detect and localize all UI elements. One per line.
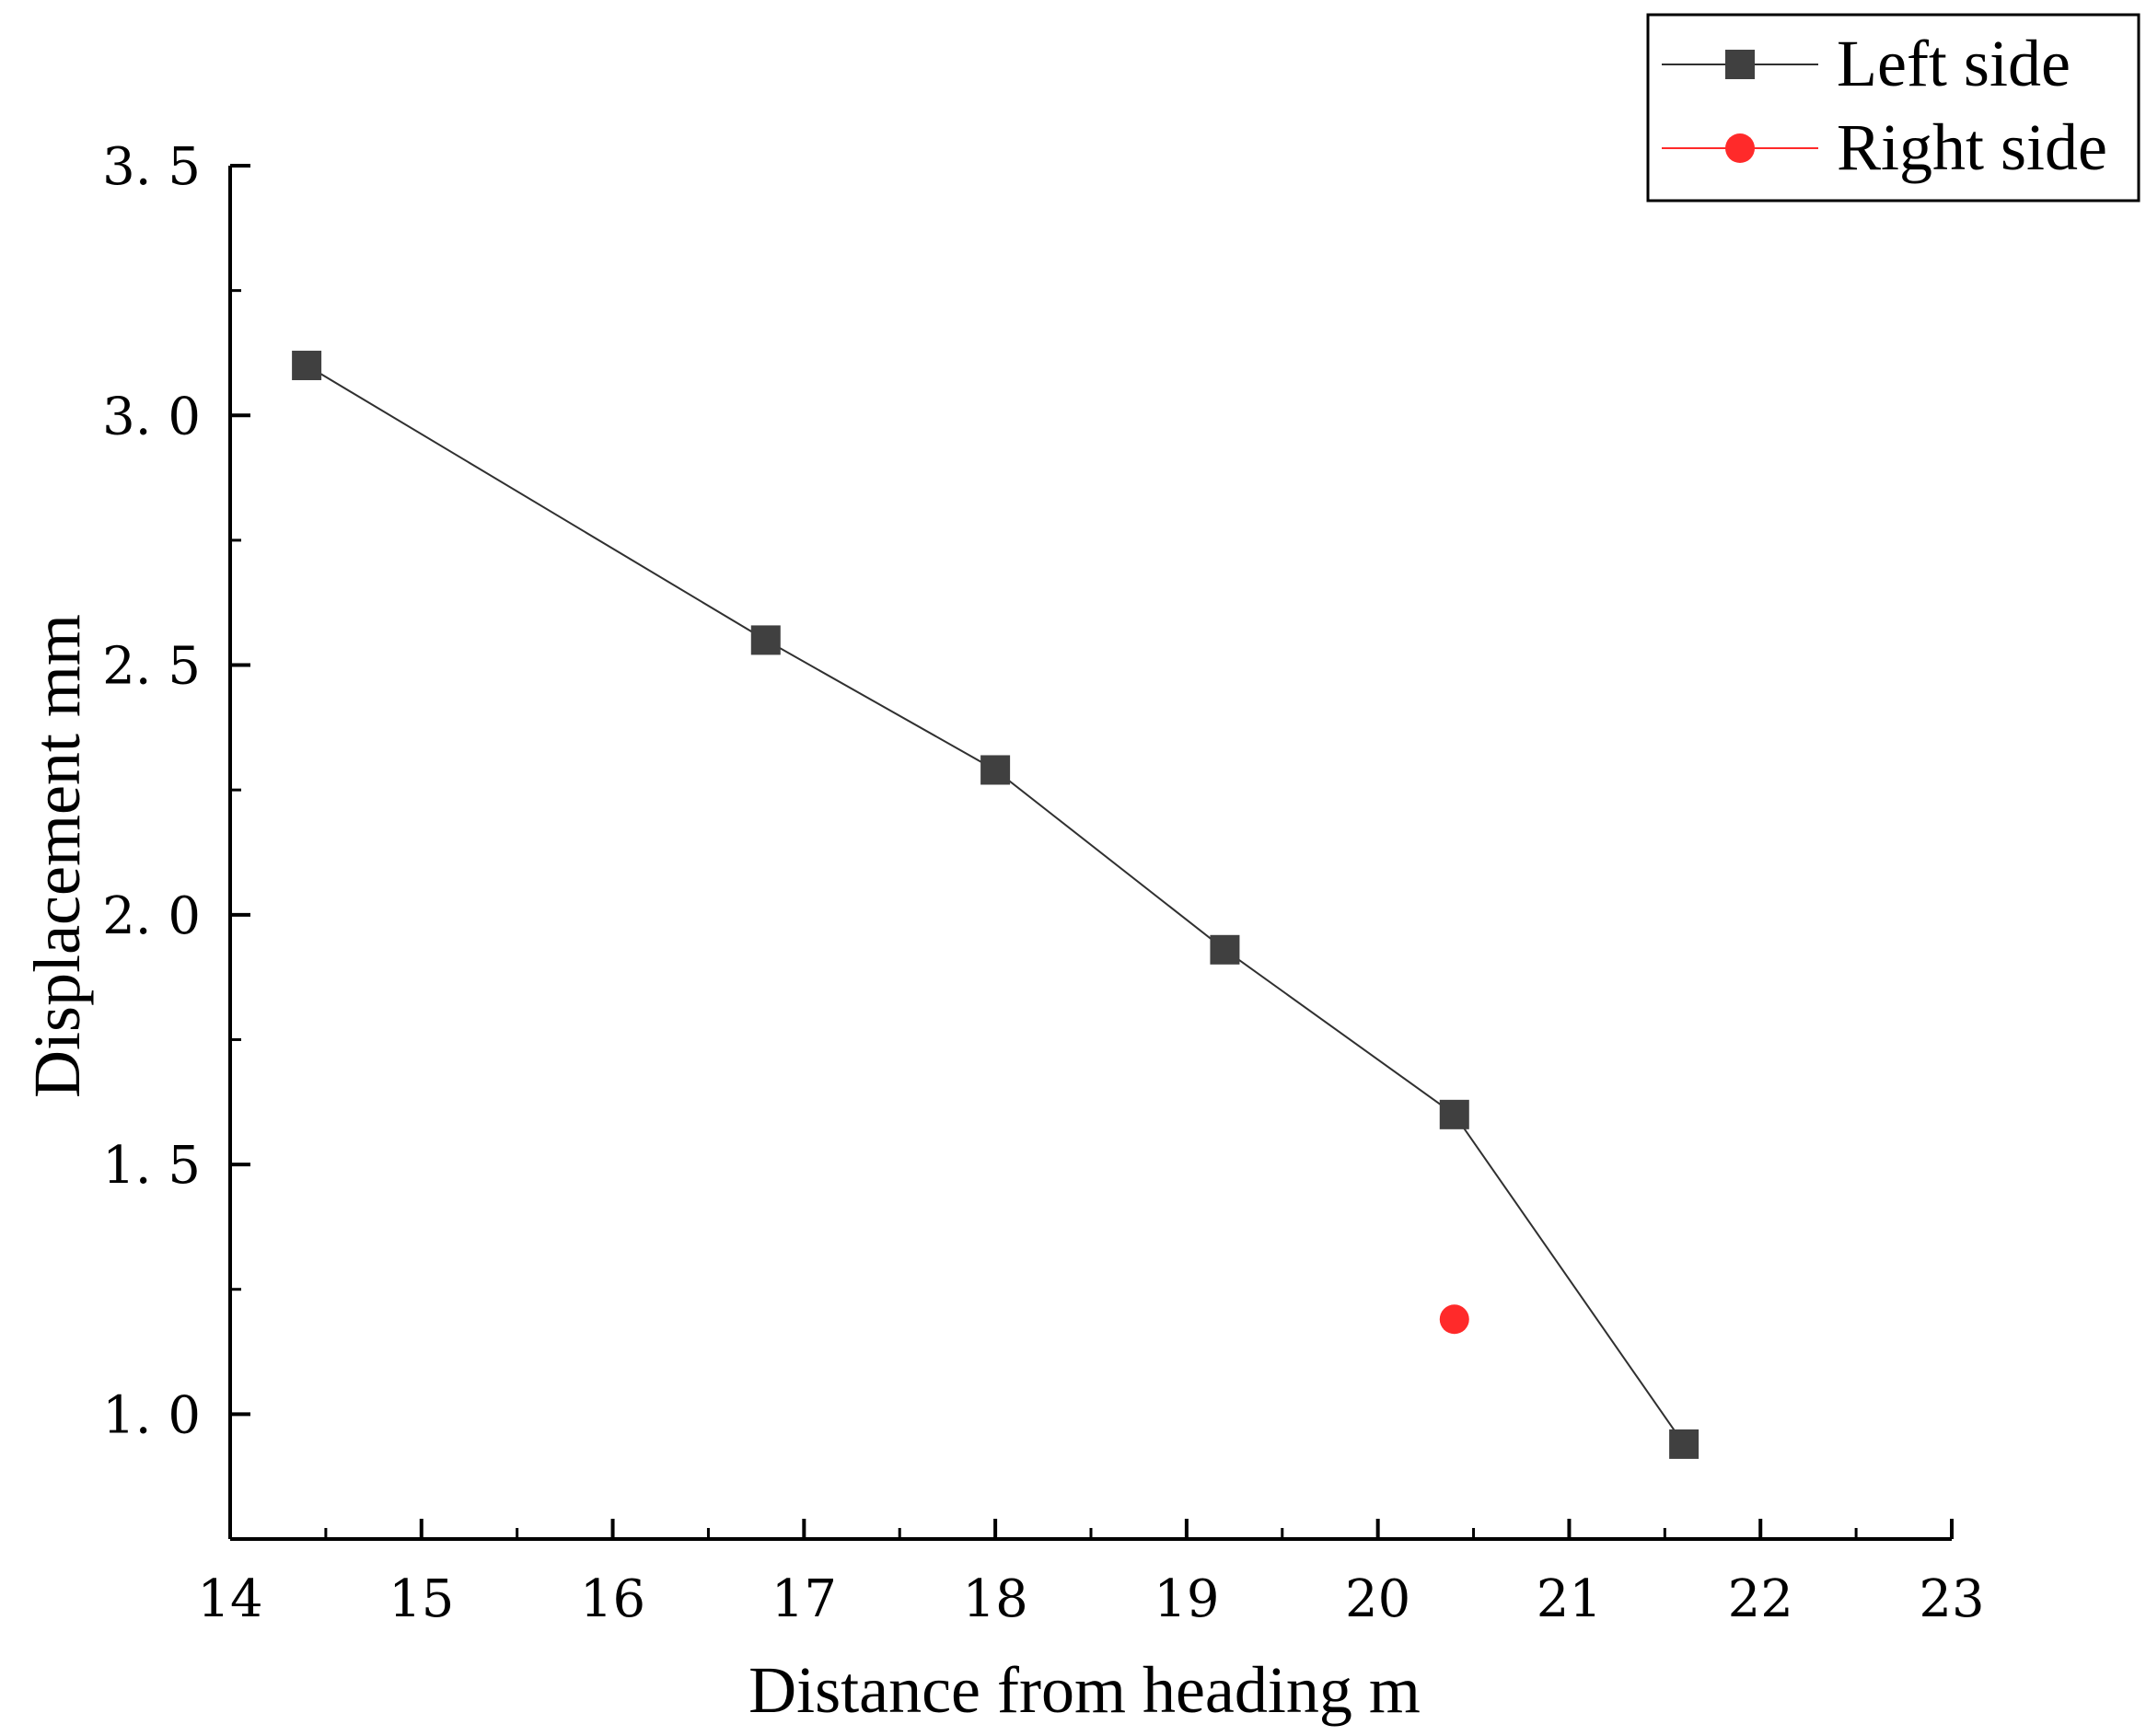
x-tick-label-22: 22 [1728,1569,1793,1629]
x-tick-label-19: 19 [1154,1569,1219,1629]
x-axis-title: Distance from heading m [748,1653,1421,1727]
series-right-side [1439,1304,1469,1335]
x-tick-label-16: 16 [580,1569,645,1629]
y-tick-label-2: 1. 5 [102,1136,201,1196]
x-tick-label-20: 20 [1345,1569,1410,1629]
data-point-left-side-1 [292,351,322,381]
x-tick-label-21: 21 [1537,1569,1602,1629]
x-tick-label-14: 14 [197,1569,262,1629]
legend-label-right-side: Right side [1837,110,2107,184]
data-point-left-side-4 [1210,934,1240,965]
y-axis-title: Displacement mm [20,614,94,1098]
legend: Left side Right side [1646,13,2140,203]
data-point-left-side-2 [750,625,781,655]
x-tick-label-23: 23 [1919,1569,1984,1629]
series-line-left-side [306,365,1685,1445]
x-tick-label-18: 18 [962,1569,1027,1629]
x-axis-ticks: 14 15 16 17 18 19 20 21 22 23 [197,1519,1985,1629]
data-point-right-side-1 [1439,1304,1469,1335]
legend-marker-left-side [1725,50,1755,79]
x-tick-label-15: 15 [389,1569,454,1629]
legend-marker-right-side [1725,133,1755,163]
data-point-left-side-6 [1669,1429,1699,1459]
series-left-side [292,351,1699,1459]
legend-entry-left-side: Left side [1662,27,2071,100]
y-tick-label-1: 1. 0 [102,1385,201,1445]
y-tick-label-6: 3. 5 [102,137,201,197]
data-point-left-side-3 [980,755,1011,785]
data-point-left-side-5 [1439,1099,1469,1129]
y-axis-ticks: 1. 0 1. 5 2. 0 2. 5 3. 0 3. 5 [102,137,250,1445]
y-tick-label-5: 3. 0 [102,387,201,446]
x-tick-label-17: 17 [771,1569,837,1629]
plot-area [292,351,1699,1459]
y-tick-label-3: 2. 0 [102,886,201,946]
legend-box [1646,13,2140,203]
y-tick-label-4: 2. 5 [102,637,201,697]
legend-entry-right-side: Right side [1662,110,2107,184]
legend-label-left-side: Left side [1837,27,2071,100]
